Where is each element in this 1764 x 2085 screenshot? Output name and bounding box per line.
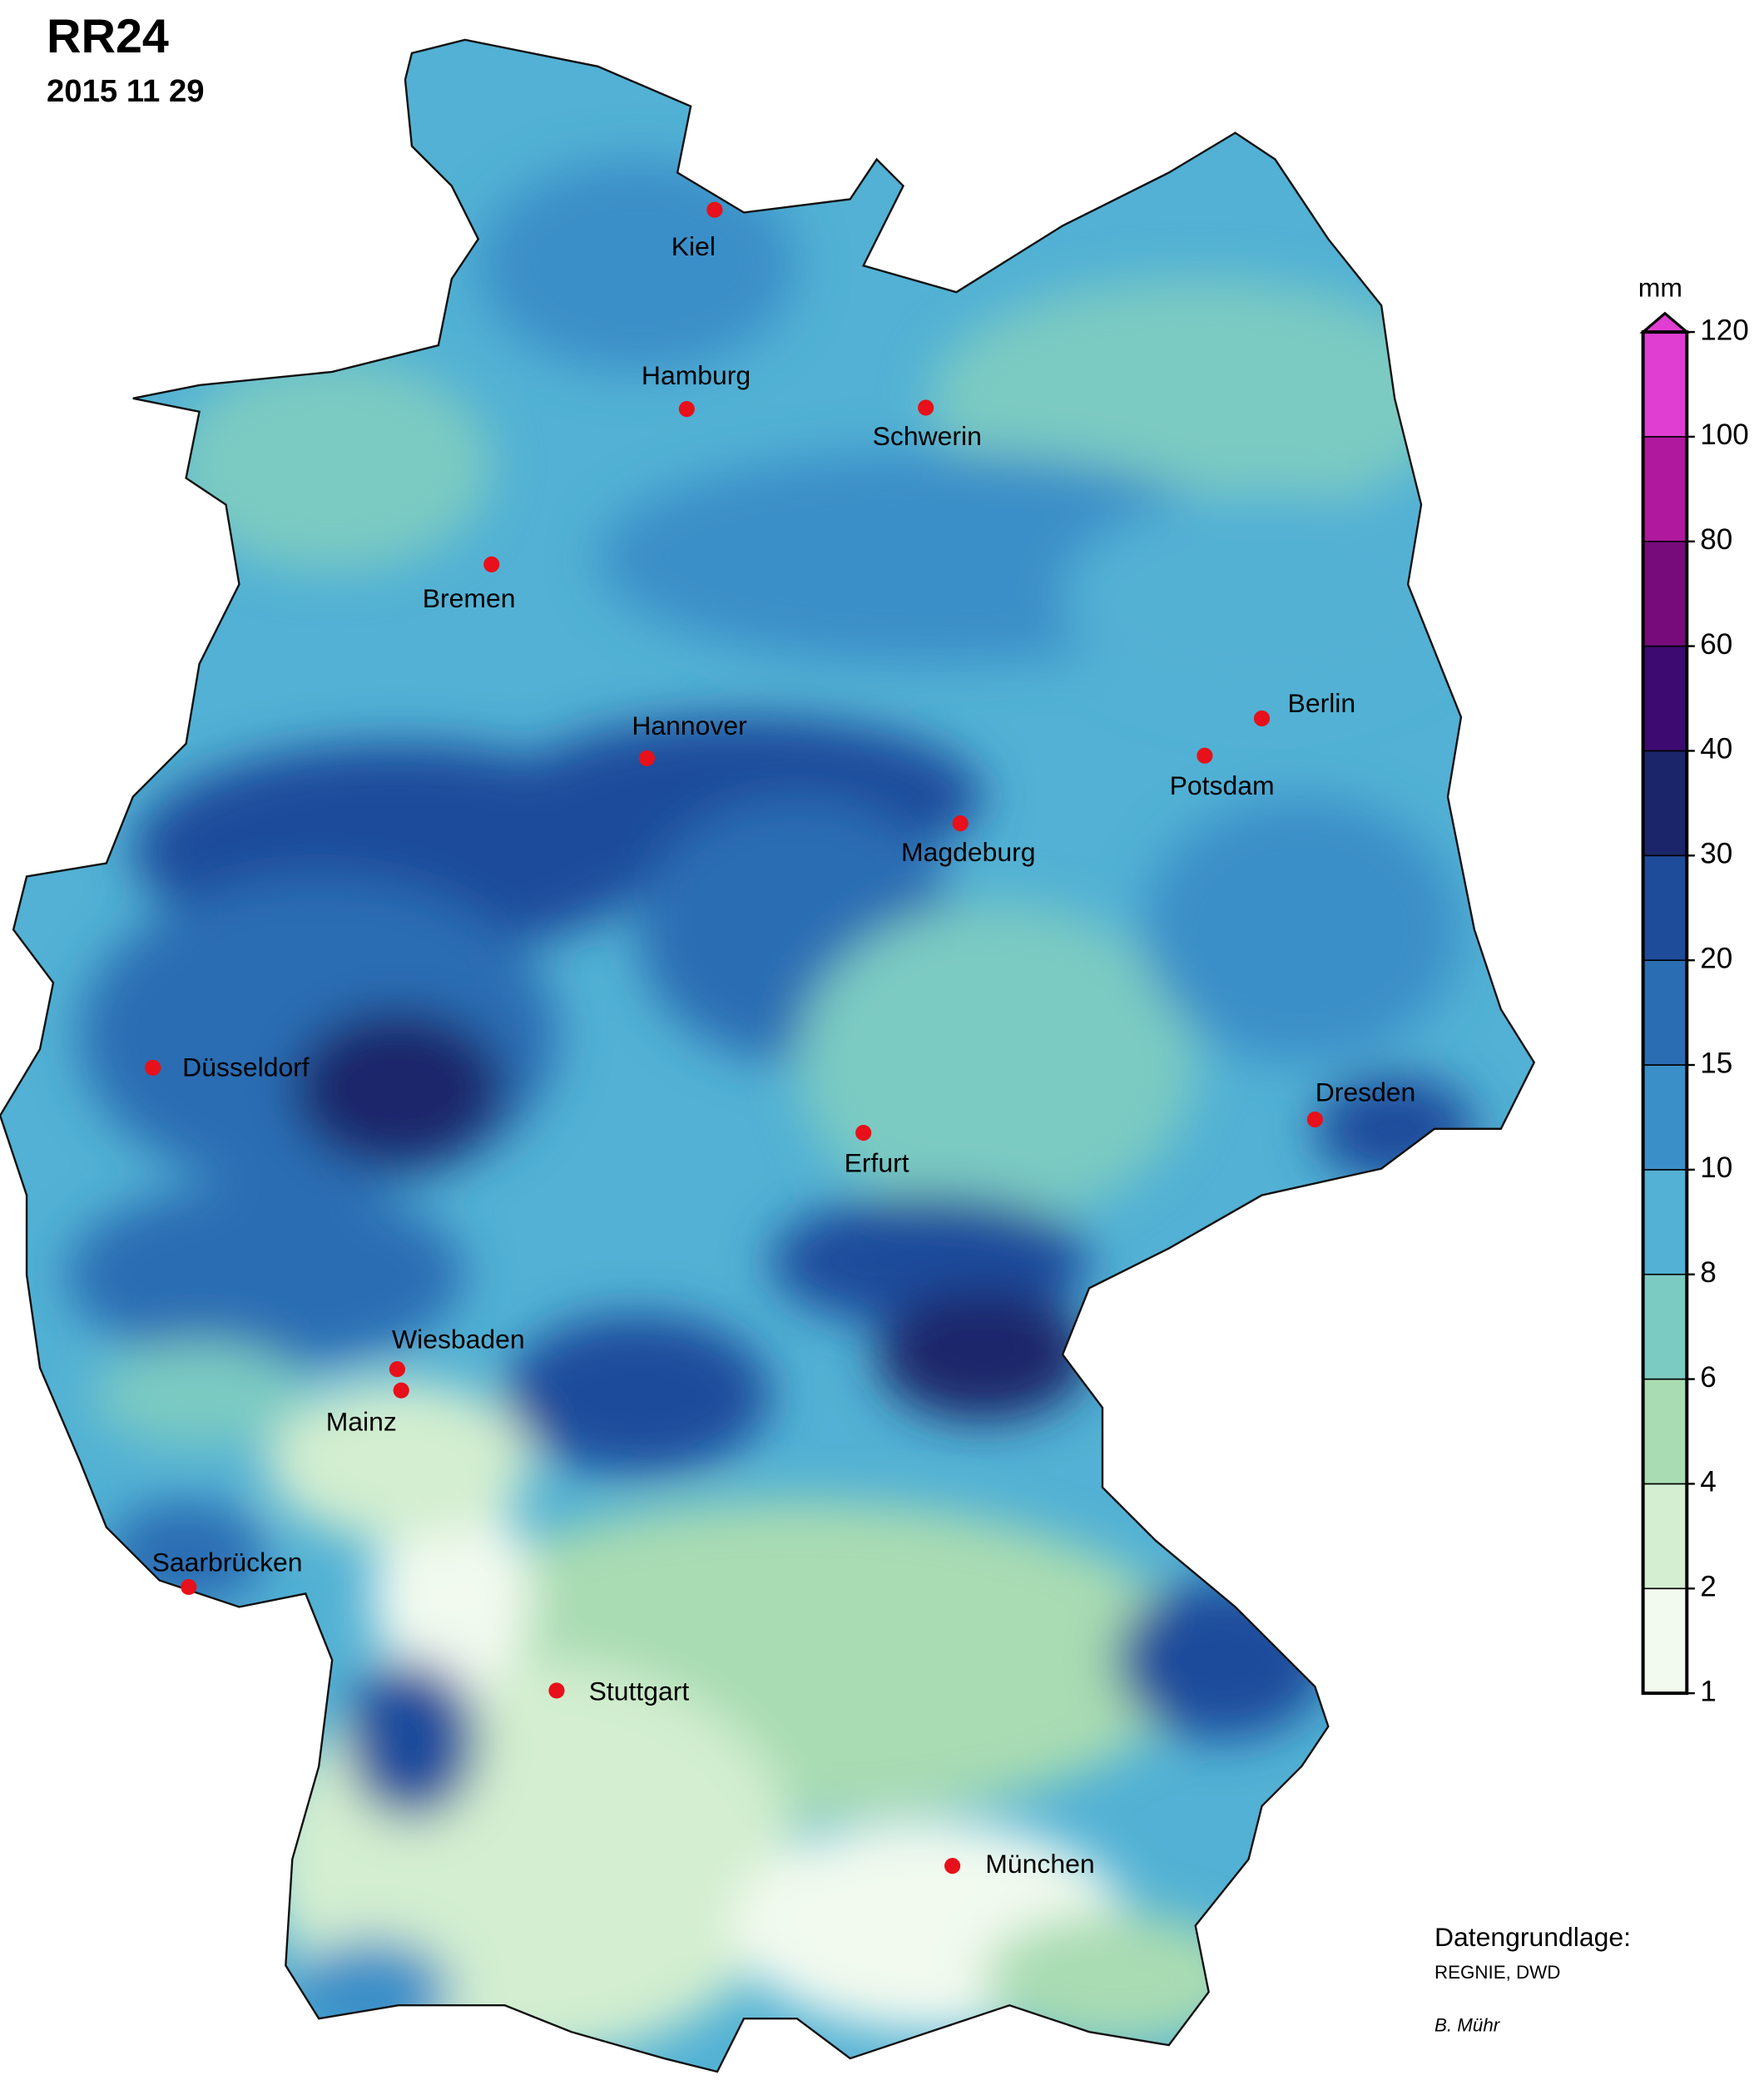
city-label: Potsdam — [1170, 770, 1275, 800]
city-marker — [389, 1361, 405, 1378]
credit-source: REGNIE, DWD — [1434, 1962, 1560, 1983]
city-label: Mainz — [326, 1407, 397, 1437]
field-blob — [372, 1487, 532, 1701]
field-blob — [79, 876, 558, 1196]
legend-swatch — [1642, 750, 1688, 857]
legend-swatch — [1642, 1169, 1688, 1275]
field-blob — [504, 1315, 771, 1474]
field-blob — [66, 1181, 465, 1369]
field-blob — [292, 1939, 452, 2046]
legend-tick-label: 30 — [1700, 838, 1732, 870]
legend-tick-label: 1 — [1700, 1675, 1717, 1707]
legend-swatch — [1642, 1587, 1688, 1694]
legend-swatch — [1642, 436, 1688, 542]
city-marker — [548, 1682, 565, 1699]
credit-author: B. Mühr — [1434, 2015, 1501, 2036]
city-marker — [952, 815, 969, 832]
field-blob — [345, 1660, 478, 1820]
city-marker — [918, 399, 934, 416]
legend-swatch — [1642, 331, 1688, 438]
city-label: Kiel — [671, 231, 716, 261]
city-marker — [393, 1382, 409, 1399]
field-blob — [876, 1288, 1090, 1421]
legend-frame — [1641, 330, 1689, 1696]
field-blob — [478, 159, 797, 372]
legend-swatch — [1642, 1064, 1688, 1171]
city-label: Berlin — [1288, 688, 1356, 718]
city-marker — [678, 401, 695, 418]
city-label: Wiesbaden — [392, 1325, 525, 1355]
legend-unit: mm — [1638, 272, 1682, 302]
field-blob — [265, 1381, 532, 1541]
legend-tick-label: 40 — [1700, 733, 1732, 765]
city-marker — [1306, 1112, 1323, 1128]
credit-label: Datengrundlage: — [1434, 1922, 1631, 1952]
field-blob — [1142, 796, 1461, 1062]
city-marker — [855, 1124, 872, 1142]
legend-tick-label: 100 — [1700, 418, 1749, 451]
city-marker — [1253, 710, 1271, 727]
field-blob — [292, 1009, 505, 1169]
legend-swatch — [1642, 1273, 1688, 1380]
field-blob — [796, 903, 1196, 1222]
legend-swatch — [1642, 1483, 1688, 1590]
city-label: Stuttgart — [589, 1676, 690, 1706]
field-blob — [92, 1341, 306, 1448]
legend-tick-label: 60 — [1700, 628, 1732, 661]
legend-tick-label: 10 — [1700, 1151, 1732, 1184]
field-blobs — [66, 159, 1474, 2059]
field-blob — [1063, 491, 1461, 704]
legend-tick-label: 15 — [1700, 1047, 1732, 1079]
legend-swatch — [1642, 959, 1688, 1066]
map-title: RR24 — [47, 10, 169, 63]
city-marker — [145, 1059, 161, 1076]
city-label: München — [985, 1849, 1094, 1879]
legend-swatch — [1642, 854, 1688, 961]
legend-tick-label: 6 — [1700, 1361, 1717, 1394]
city-marker — [483, 556, 500, 572]
field-blob — [1115, 1580, 1329, 1740]
field-blob — [929, 279, 1461, 518]
city-marker — [944, 1858, 961, 1875]
cities: Kiel Hamburg Schwerin Bremen Hannover Berlin P… — [145, 201, 1416, 1879]
city-label: Schwerin — [873, 421, 982, 451]
field-blob — [172, 358, 492, 572]
city-marker — [638, 750, 656, 766]
city-label: Erfurt — [845, 1147, 909, 1177]
city-marker — [1197, 747, 1213, 764]
city-label: Düsseldorf — [182, 1052, 310, 1082]
legend-tick-label: 80 — [1700, 523, 1732, 556]
city-label: Hamburg — [642, 360, 751, 390]
legend-tick-label: 2 — [1700, 1571, 1717, 1603]
map-date: 2015 11 29 — [47, 73, 205, 109]
legend-swatch — [1642, 645, 1688, 752]
city-label: Hannover — [632, 711, 747, 740]
city-label: Bremen — [423, 583, 516, 613]
legend-tick-label: 120 — [1700, 314, 1749, 346]
legend-swatch — [1642, 540, 1688, 647]
field-blob — [983, 1912, 1249, 2046]
city-marker — [706, 201, 723, 218]
legend-tick-label: 20 — [1700, 942, 1732, 974]
legend-swatch — [1642, 1378, 1688, 1485]
colorbar: mm 1 2 4 6 8 10 15 20 30 40 60 80 100 120 — [1638, 272, 1749, 1707]
legend-tick-label: 4 — [1700, 1466, 1717, 1498]
city-label: Saarbrücken — [152, 1548, 303, 1577]
city-label: Magdeburg — [901, 837, 1035, 867]
legend-arrow — [1639, 311, 1691, 334]
legend-tick-label: 8 — [1700, 1256, 1717, 1289]
city-label: Dresden — [1316, 1077, 1416, 1107]
city-marker — [181, 1578, 197, 1596]
